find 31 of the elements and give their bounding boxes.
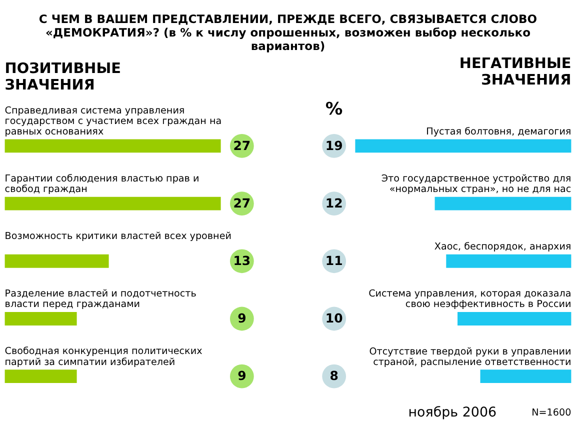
category-label: Гарантии соблюдения властью прав и свобод граждан xyxy=(4,173,200,196)
text: N=1600 xyxy=(532,408,572,419)
category-label: Пустая болтовня, демагогия xyxy=(426,126,572,138)
bar xyxy=(480,370,572,384)
bar xyxy=(458,312,572,326)
data-label: 13 xyxy=(233,252,251,268)
chart-title: ПОЗИТИВНЫЕ ЗНАЧЕНИЯ xyxy=(4,60,121,94)
text: С ЧЕМ В ВАШЕМ ПРЕДСТАВЛЕНИИ, ПРЕЖДЕ ВСЕГО, СВЯЗЫВАЕТСЯ СЛОВО «ДЕМОКРАТИЯ»? (в % к числу опрошенных, возможен выбор несколько вариантов) xyxy=(38,12,538,53)
bar xyxy=(355,139,572,153)
data-label: 9 xyxy=(238,310,246,326)
data-label: 11 xyxy=(325,252,343,268)
category-label: Разделение властей и подотчетность власти перед гражданами xyxy=(4,288,196,310)
bar xyxy=(446,254,572,268)
data-label: 10 xyxy=(325,310,344,326)
data-label: 12 xyxy=(325,195,343,210)
data-label: 8 xyxy=(330,368,338,384)
category-label: Хаос, беспорядок, анархия xyxy=(434,242,572,253)
text: % xyxy=(325,99,343,120)
data-label: 19 xyxy=(325,138,343,153)
chart-title: НЕГАТИВНЫЕ ЗНАЧЕНИЯ xyxy=(459,56,572,88)
data-label: 27 xyxy=(233,195,251,210)
text: ноябрь 2006 xyxy=(408,406,497,421)
data-label: 27 xyxy=(233,138,251,153)
bar xyxy=(434,196,572,210)
data-label: 9 xyxy=(238,368,246,384)
category-label: Свободная конкуренция политических партий за симпатии избирателей xyxy=(4,346,202,368)
category-label: Справедливая система управления государством с участием всех граждан на равных основаниях xyxy=(4,105,222,138)
category-label: Это государственное устройство для «нормальных стран», но не для нас xyxy=(381,173,572,196)
category-label: Возможность критики властей всех уровней xyxy=(4,231,232,242)
category-label: Отсутствие твердой руки в управлении страной, распыление ответственности xyxy=(369,346,572,368)
category-label: Система управления, которая доказала свою неэффективность в России xyxy=(368,288,572,310)
